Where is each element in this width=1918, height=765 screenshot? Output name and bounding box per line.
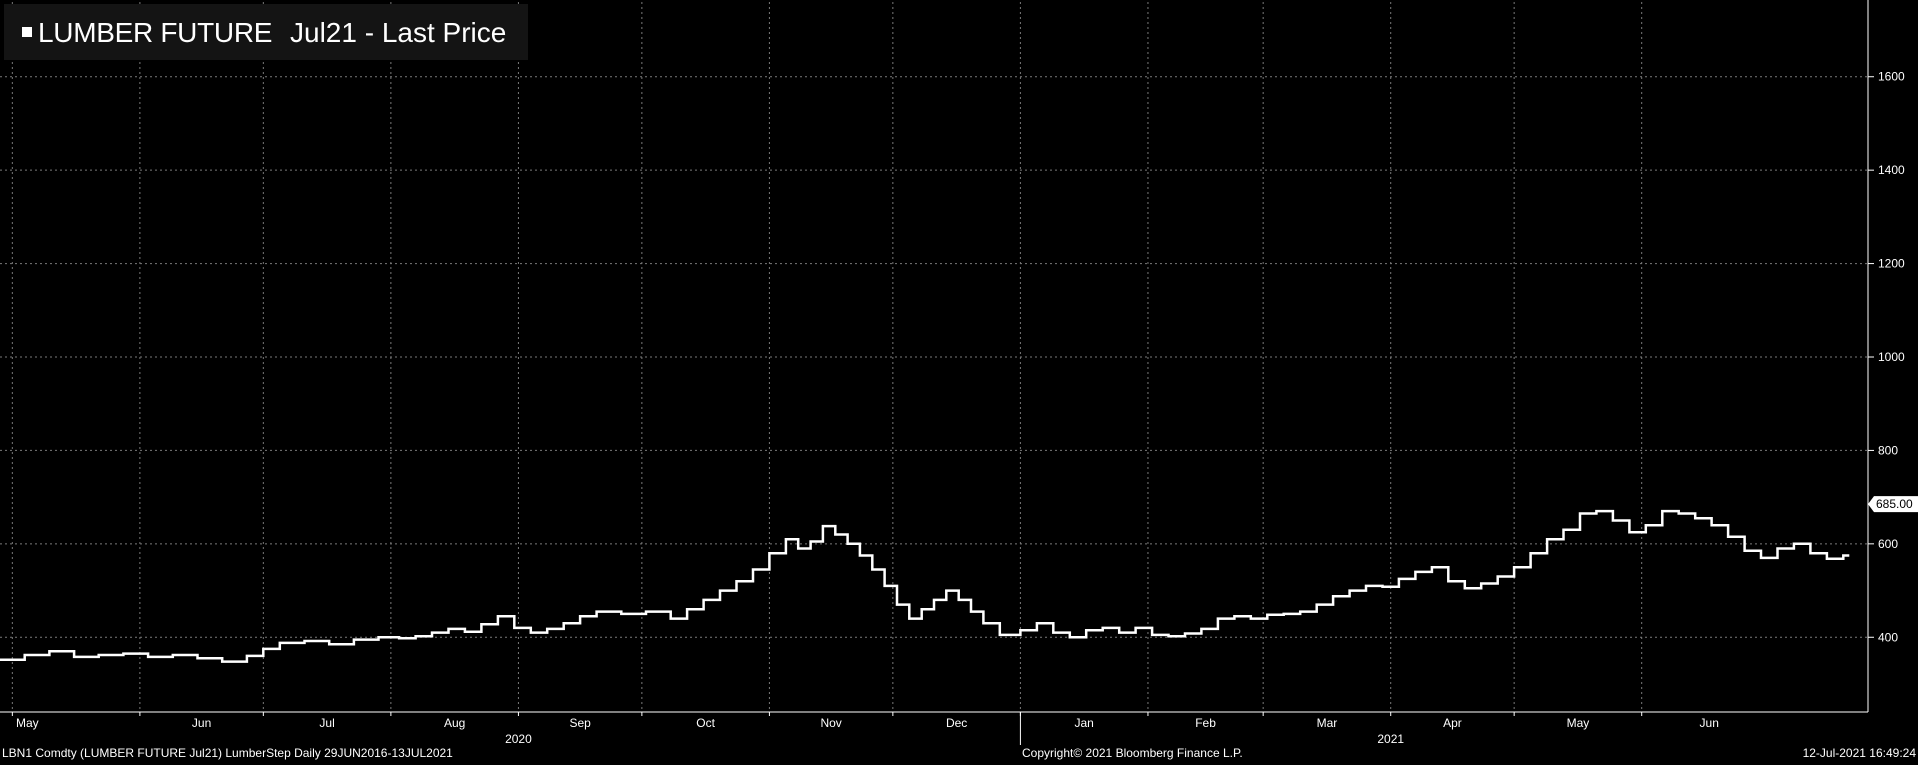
legend-swatch [22,27,32,37]
x-tick-label: Oct [696,716,715,730]
x-tick-label: May [16,716,39,730]
x-tick-label: May [1567,716,1590,730]
footer-security: LBN1 Comdty (LUMBER FUTURE Jul21) Lumber… [2,746,453,760]
y-tick-label: 600 [1878,537,1898,551]
x-tick-label: Sep [569,716,591,730]
last-value-badge [1868,496,1918,513]
y-tick-label: 800 [1878,443,1898,457]
y-tick-label: 1600 [1878,70,1905,84]
x-tick-label: Apr [1443,716,1462,730]
footer-timestamp: 12-Jul-2021 16:49:24 [1802,746,1916,760]
x-tick-label: Nov [820,716,841,730]
x-tick-label: Jun [1700,716,1719,730]
series-layer [0,509,1850,663]
year-label: 2020 [505,732,532,746]
legend-field: Jul21 - Last Price [290,17,507,48]
footer-copyright: Copyright© 2021 Bloomberg Finance L.P. [1022,746,1243,760]
year-label: 2021 [1377,732,1404,746]
x-tick-label: Dec [946,716,967,730]
legend: LUMBER FUTURE Jul21 - Last Price [4,4,528,60]
x-tick-label: Mar [1317,716,1338,730]
y-tick-label: 1000 [1878,350,1905,364]
x-tick-label: Jan [1075,716,1094,730]
x-tick-label: Feb [1195,716,1216,730]
legend-series-name: LUMBER FUTURE [38,17,273,48]
y-tick-label: 1200 [1878,257,1905,271]
grid-lines [0,2,1868,712]
x-tick-label: Jun [192,716,211,730]
price-series-line [0,509,1850,663]
y-tick-label: 400 [1878,630,1898,644]
last-value-label: 685.00 [1876,497,1913,511]
tick-labels: 400 600 800 1000 1200 1400 1600 May Jun Jul Aug Sep… [16,70,1918,746]
axes [0,0,1874,745]
x-tick-label: Jul [319,716,334,730]
x-tick-label: Aug [444,716,465,730]
y-tick-label: 1400 [1878,163,1905,177]
